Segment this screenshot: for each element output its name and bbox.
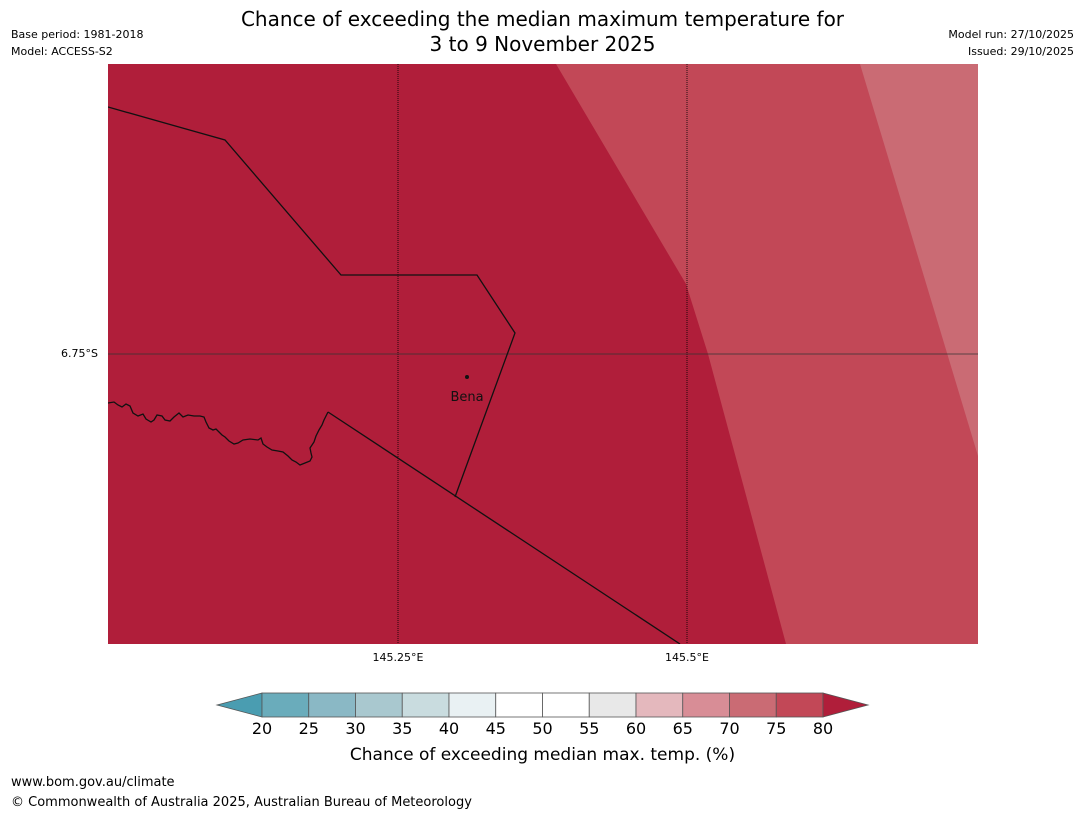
colorbar-tick-label: 70: [719, 719, 740, 738]
colorbar-tick-label: 30: [345, 719, 366, 738]
zone-70-75: [860, 64, 978, 456]
colorbar-segment: [401, 692, 450, 718]
title-line-2: 3 to 9 November 2025: [429, 32, 656, 56]
colorbar-segment: [308, 692, 356, 718]
colorbar-tick-label: 75: [766, 719, 787, 738]
colorbar-segment: [542, 692, 590, 718]
lon-label-2: 145.5°E: [665, 651, 709, 664]
colorbar-segment: [588, 692, 637, 718]
issued-text: Issued: 29/10/2025: [967, 45, 1074, 58]
colorbar: [215, 692, 870, 718]
meta-left: Base period: 1981-2018 Model: ACCESS-S2: [11, 26, 143, 60]
colorbar-segment: [355, 692, 403, 718]
colorbar-segment: [635, 692, 684, 718]
map-title: Chance of exceeding the median maximum t…: [0, 7, 1085, 57]
footer-copyright: © Commonwealth of Australia 2025, Austra…: [11, 795, 472, 810]
colorbar-segments: [261, 692, 824, 718]
colorbar-segment: [261, 692, 310, 718]
meta-right: Model run: 27/10/2025 Issued: 29/10/2025: [948, 26, 1074, 60]
base-period-text: Base period: 1981-2018: [11, 28, 144, 41]
colorbar-high-extend: [822, 692, 870, 718]
province-boundary: [108, 106, 516, 498]
model-text: Model: ACCESS-S2: [11, 45, 113, 58]
colorbar-tick-label: 40: [438, 719, 460, 738]
colorbar-tick-label: 55: [579, 719, 600, 738]
colorbar-tick-label: 80: [812, 719, 834, 738]
colorbar-tick-label: 65: [672, 719, 693, 738]
map-canvas: Bena: [108, 64, 978, 644]
model-run-text: Model run: 27/10/2025: [948, 28, 1074, 41]
colorbar-low-extend: [215, 692, 263, 718]
colorbar-segment: [448, 692, 497, 718]
lon-label-1: 145.25°E: [372, 651, 424, 664]
colorbar-segment: [775, 692, 824, 718]
coastline: [108, 401, 329, 466]
map-area[interactable]: Bena: [108, 64, 978, 644]
town-label-bena: Bena: [450, 390, 483, 405]
colorbar-segment: [729, 692, 777, 718]
colorbar-title: Chance of exceeding median max. temp. (%…: [349, 745, 736, 765]
colorbar-tick-label: 20: [251, 719, 273, 738]
colorbar-segment: [495, 692, 543, 718]
colorbar-tick-label: 50: [532, 719, 553, 738]
province-boundary-south: [327, 411, 681, 644]
colorbar-tick-label: 25: [298, 719, 319, 738]
colorbar-segment: [682, 692, 730, 718]
colorbar-tick-label: 60: [625, 719, 647, 738]
footer-url[interactable]: www.bom.gov.au/climate: [11, 775, 175, 790]
colorbar-tick-label: 35: [392, 719, 413, 738]
town-marker-dot: [465, 375, 469, 379]
lat-label: 6.75°S: [61, 347, 98, 360]
colorbar-tick-label: 45: [485, 719, 506, 738]
title-line-1: Chance of exceeding the median maximum t…: [240, 7, 845, 31]
